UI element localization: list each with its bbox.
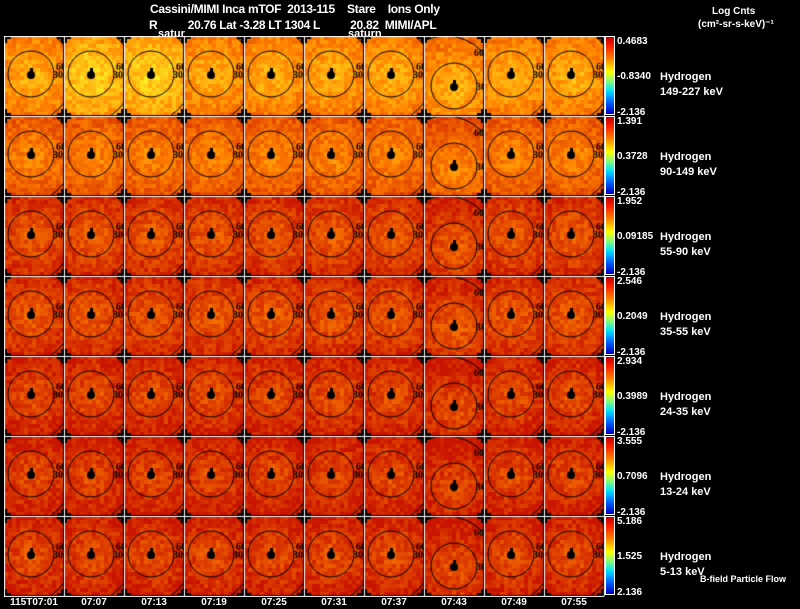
energy-range-label: 55-90 keV (660, 246, 711, 258)
energy-range-label: 24-35 keV (660, 406, 711, 418)
colorbar-mid-label: 0.2049 (617, 311, 648, 322)
colorbar (605, 276, 615, 355)
time-label: 07:55 (561, 597, 587, 608)
colorbar-min-label: -2.136 (617, 267, 646, 278)
colorbar-mid-label: 0.7096 (617, 471, 648, 482)
colorbar-max-label: 5.186 (617, 516, 643, 527)
body-label-saturn-1: satur (158, 28, 185, 40)
species-label: Hydrogen (660, 551, 712, 563)
colorbar-mid-label: -0.8340 (617, 71, 651, 82)
colorbar (605, 356, 615, 435)
energy-range-label: 13-24 keV (660, 486, 711, 498)
colorbar (605, 516, 615, 595)
colorbar-max-label: 1.391 (617, 116, 643, 127)
colorbar (605, 196, 615, 275)
colorbar-max-label: 3.555 (617, 436, 643, 447)
units-label: Log Cnts (712, 6, 756, 17)
time-label: 07:25 (261, 597, 287, 608)
energetic-neutral-atom-images (4, 36, 605, 597)
colorbar (605, 116, 615, 195)
species-label: Hydrogen (660, 471, 712, 483)
energy-range-label: 149-227 keV (660, 86, 723, 98)
species-label: Hydrogen (660, 311, 712, 323)
species-label: Hydrogen (660, 391, 712, 403)
colorbar-max-label: 1.952 (617, 196, 643, 207)
species-label: Hydrogen (660, 151, 712, 163)
time-label: 07:37 (381, 597, 407, 608)
colorbar-min-label: -2.136 (617, 427, 646, 438)
units-sublabel: (cm²-sr-s-keV)⁻¹ (698, 19, 774, 30)
time-label: 115T07:01 (10, 597, 58, 608)
energy-range-label: 5-13 keV (660, 566, 705, 578)
colorbar (605, 436, 615, 515)
body-label-saturn-2: saturn (348, 28, 382, 40)
time-label: 07:43 (441, 597, 467, 608)
colorbar-max-label: 2.546 (617, 276, 643, 287)
time-label: 07:19 (201, 597, 227, 608)
energy-range-label: 35-55 keV (660, 326, 711, 338)
time-label: 07:07 (81, 597, 107, 608)
plot-title: Cassini/MIMI Inca mTOF 2013-115 Stare Io… (150, 2, 440, 16)
b-field-particle-flow-legend: B-field Particle Flow (700, 574, 787, 584)
colorbar-max-label: 0.4683 (617, 36, 648, 47)
colorbar-min-label: 2.136 (617, 587, 643, 598)
colorbar (605, 36, 615, 115)
colorbar-min-label: -2.136 (617, 347, 646, 358)
colorbar-min-label: -2.136 (617, 187, 646, 198)
colorbar-mid-label: 0.09185 (617, 231, 654, 242)
species-label: Hydrogen (660, 71, 712, 83)
colorbar-min-label: -2.136 (617, 507, 646, 518)
time-label: 07:49 (501, 597, 527, 608)
species-label: Hydrogen (660, 231, 712, 243)
colorbar-min-label: -2.136 (617, 107, 646, 118)
colorbar-mid-label: 0.3989 (617, 391, 648, 402)
time-label: 07:13 (141, 597, 167, 608)
orbit-info: R 20.76 Lat -3.28 LT 1304 L 20.82 MIMI/A… (149, 18, 437, 32)
colorbar-mid-label: 0.3728 (617, 151, 648, 162)
colorbar-max-label: 2.934 (617, 356, 643, 367)
energy-range-label: 90-149 keV (660, 166, 717, 178)
time-label: 07:31 (321, 597, 347, 608)
colorbar-mid-label: 1.525 (617, 551, 643, 562)
image-grid (4, 36, 605, 597)
